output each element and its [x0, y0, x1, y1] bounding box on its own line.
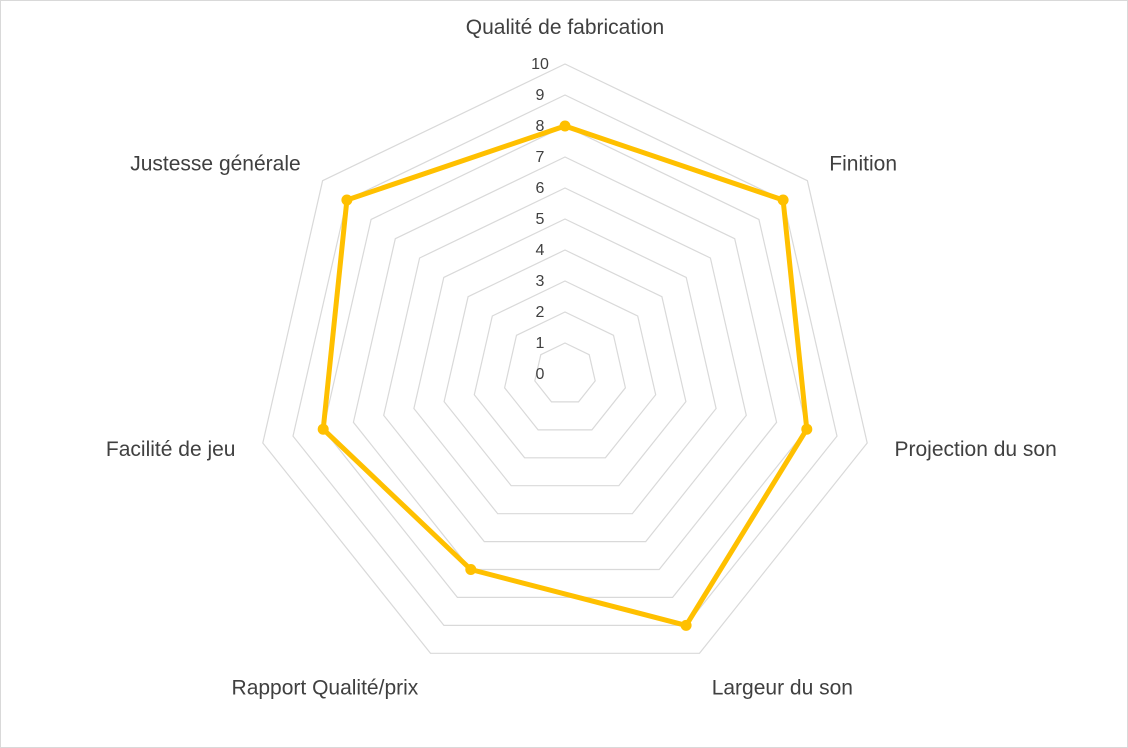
grid-layer [262, 63, 868, 654]
tick-layer: 0 1 2 3 4 5 6 7 8 9 10 [531, 56, 549, 383]
tick-label-1: 1 [536, 335, 545, 352]
category-label-6: Justesse générale [130, 152, 300, 175]
data-point-4 [465, 564, 477, 575]
data-point-6 [341, 194, 353, 206]
data-point-3 [680, 619, 692, 631]
grid-ring-9 [292, 94, 838, 627]
data-point-0 [559, 120, 571, 132]
grid-ring-5 [413, 218, 717, 515]
grid-ring-1 [534, 342, 596, 403]
grid-ring-10 [262, 63, 868, 654]
category-label-3: Largeur du son [712, 677, 853, 700]
category-label-0: Qualité de fabrication [466, 16, 664, 39]
grid-ring-6 [383, 187, 747, 543]
tick-label-0: 0 [536, 366, 545, 383]
tick-label-6: 6 [536, 180, 545, 197]
tick-label-5: 5 [536, 211, 545, 228]
grid-ring-8 [322, 125, 808, 599]
tick-label-8: 8 [536, 118, 545, 135]
tick-label-7: 7 [536, 149, 545, 166]
series-layer [317, 120, 813, 631]
label-layer: Qualité de fabrication Finition Projection… [106, 16, 1057, 700]
grid-ring-2 [503, 311, 627, 431]
tick-label-4: 4 [536, 242, 545, 259]
category-label-4: Rapport Qualité/prix [232, 677, 419, 700]
tick-label-9: 9 [536, 87, 545, 104]
category-label-1: Finition [829, 152, 897, 175]
category-label-2: Projection du son [895, 438, 1057, 461]
series-line-0 [320, 123, 810, 628]
category-label-5: Facilité de jeu [106, 438, 236, 461]
grid-ring-4 [443, 249, 687, 487]
grid-ring-7 [352, 156, 778, 571]
tick-label-3: 3 [536, 273, 545, 290]
data-point-2 [801, 423, 813, 435]
tick-label-10: 10 [531, 56, 549, 73]
data-point-1 [777, 194, 789, 206]
grid-ring-3 [473, 280, 657, 459]
tick-label-2: 2 [536, 304, 545, 321]
data-point-5 [317, 423, 329, 435]
